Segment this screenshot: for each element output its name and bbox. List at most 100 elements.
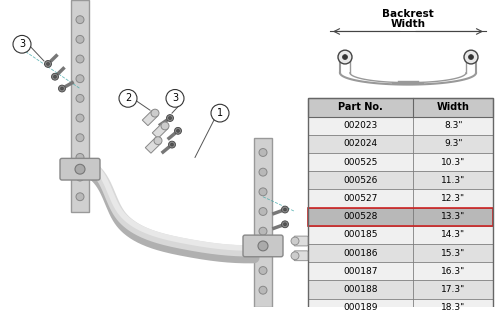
Bar <box>308 98 493 117</box>
Text: 15.3": 15.3" <box>441 249 466 258</box>
Text: 002023: 002023 <box>344 121 378 130</box>
Bar <box>414 135 493 153</box>
Circle shape <box>291 237 299 245</box>
Text: 002024: 002024 <box>344 139 378 149</box>
Circle shape <box>291 252 299 260</box>
Polygon shape <box>142 110 158 126</box>
Text: 3: 3 <box>172 93 178 103</box>
Text: 000187: 000187 <box>344 267 378 276</box>
Bar <box>414 226 493 244</box>
Circle shape <box>166 115 173 121</box>
Bar <box>414 262 493 280</box>
Text: 11.3": 11.3" <box>441 176 466 185</box>
Bar <box>308 171 414 189</box>
Circle shape <box>168 117 172 119</box>
Circle shape <box>176 129 180 132</box>
Polygon shape <box>146 138 161 153</box>
Bar <box>308 262 414 280</box>
Text: 10.3": 10.3" <box>441 158 466 167</box>
Text: Width: Width <box>390 19 426 29</box>
Bar <box>71 0 89 212</box>
Text: 000185: 000185 <box>344 230 378 239</box>
Text: 17.3": 17.3" <box>441 285 466 294</box>
Circle shape <box>44 61 52 67</box>
Bar <box>308 189 414 207</box>
Text: 000189: 000189 <box>344 303 378 312</box>
Circle shape <box>76 193 84 201</box>
Text: 12.3": 12.3" <box>441 194 466 203</box>
Bar <box>308 226 414 244</box>
Bar <box>414 207 493 226</box>
Text: 000527: 000527 <box>344 194 378 203</box>
Text: 16.3": 16.3" <box>441 267 466 276</box>
Bar <box>414 171 493 189</box>
Circle shape <box>58 85 66 92</box>
Circle shape <box>75 164 85 174</box>
Text: 000188: 000188 <box>344 285 378 294</box>
Text: 000525: 000525 <box>344 158 378 167</box>
Circle shape <box>76 173 84 181</box>
Bar <box>308 207 493 226</box>
Text: 14.3": 14.3" <box>441 230 466 239</box>
Circle shape <box>76 55 84 63</box>
Text: 2: 2 <box>125 93 131 103</box>
Bar <box>308 244 414 262</box>
Circle shape <box>76 75 84 83</box>
Circle shape <box>284 208 286 211</box>
Text: 1: 1 <box>217 108 223 118</box>
Bar <box>414 117 493 135</box>
Text: 000186: 000186 <box>344 249 378 258</box>
Bar <box>308 299 414 312</box>
Circle shape <box>76 36 84 43</box>
Circle shape <box>168 141 175 148</box>
Circle shape <box>259 247 267 255</box>
Circle shape <box>76 95 84 102</box>
Circle shape <box>119 90 137 107</box>
Circle shape <box>259 286 267 294</box>
Circle shape <box>258 241 268 251</box>
Bar <box>414 189 493 207</box>
Circle shape <box>166 90 184 107</box>
Text: Width: Width <box>437 102 470 112</box>
Circle shape <box>259 207 267 215</box>
FancyBboxPatch shape <box>60 158 100 180</box>
Bar <box>308 135 414 153</box>
Bar <box>308 207 414 226</box>
Circle shape <box>54 75 56 78</box>
Text: 9.3": 9.3" <box>444 139 462 149</box>
Circle shape <box>468 55 473 60</box>
Bar <box>414 299 493 312</box>
Text: Part No.: Part No. <box>338 102 383 112</box>
Bar <box>414 153 493 171</box>
FancyBboxPatch shape <box>294 251 308 261</box>
Circle shape <box>46 62 50 66</box>
Circle shape <box>151 109 159 117</box>
Circle shape <box>464 50 478 64</box>
Bar <box>414 280 493 299</box>
Text: 3: 3 <box>19 39 25 49</box>
Circle shape <box>76 134 84 142</box>
Circle shape <box>342 55 347 60</box>
Bar <box>308 117 414 135</box>
Circle shape <box>52 73 59 80</box>
Circle shape <box>76 16 84 24</box>
Text: 8.3": 8.3" <box>444 121 462 130</box>
Text: 000528: 000528 <box>344 212 378 221</box>
Circle shape <box>259 168 267 176</box>
Text: Backrest: Backrest <box>382 9 434 19</box>
Circle shape <box>284 223 286 226</box>
Circle shape <box>259 227 267 235</box>
Bar <box>308 280 414 299</box>
Circle shape <box>76 154 84 161</box>
Bar <box>414 244 493 262</box>
Circle shape <box>282 221 288 228</box>
Bar <box>308 153 414 171</box>
Circle shape <box>13 36 31 53</box>
FancyBboxPatch shape <box>294 236 308 246</box>
Circle shape <box>161 122 169 130</box>
Circle shape <box>174 127 182 134</box>
Polygon shape <box>152 123 168 139</box>
Circle shape <box>259 149 267 156</box>
Text: 18.3": 18.3" <box>441 303 466 312</box>
Text: 13.3": 13.3" <box>441 212 466 221</box>
